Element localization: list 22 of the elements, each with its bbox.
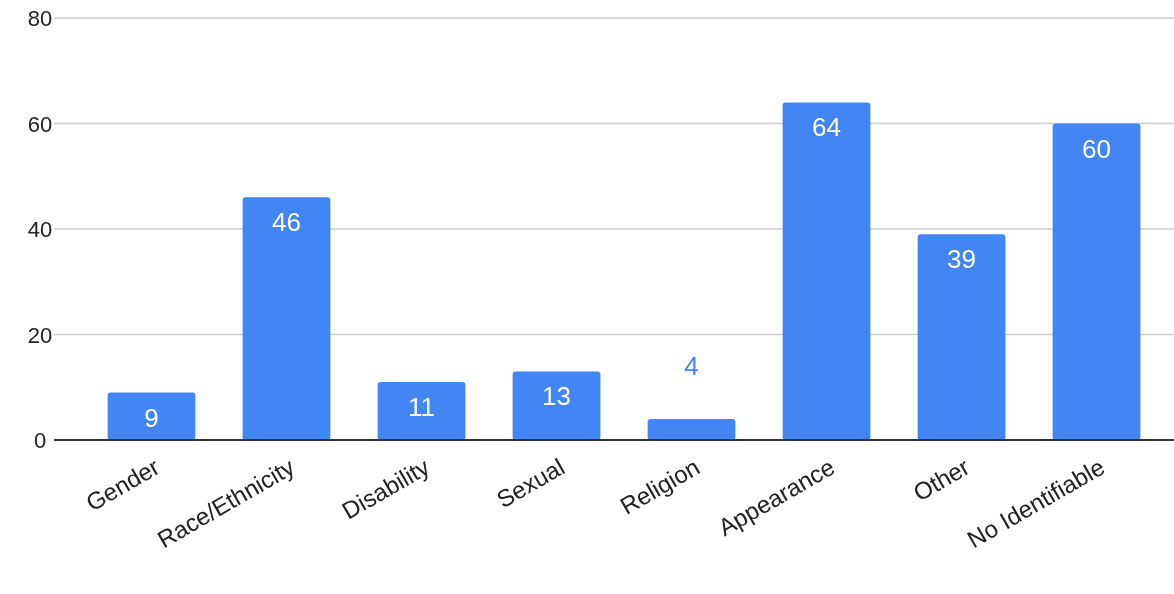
bar [1052, 123, 1141, 440]
y-tick-label: 80 [27, 6, 53, 31]
data-label: 46 [272, 207, 301, 238]
data-label: 11 [408, 391, 435, 422]
bar [107, 392, 196, 440]
y-tick-label: 20 [27, 322, 53, 348]
data-label: 13 [542, 381, 571, 412]
data-label: 4 [684, 350, 699, 381]
data-label: 39 [947, 244, 976, 275]
data-label: 9 [144, 402, 159, 433]
y-tick-label: 0 [33, 428, 47, 453]
bar [377, 381, 466, 440]
bar [647, 418, 736, 440]
bar [512, 371, 601, 440]
bar [917, 234, 1006, 440]
x-tick-label: Other [908, 452, 974, 507]
data-label: 60 [1082, 133, 1111, 164]
data-label: 64 [812, 112, 841, 143]
y-tick-label: 60 [27, 111, 53, 137]
bar [782, 102, 871, 440]
y-tick-label: 40 [27, 217, 53, 242]
bar [242, 197, 331, 440]
